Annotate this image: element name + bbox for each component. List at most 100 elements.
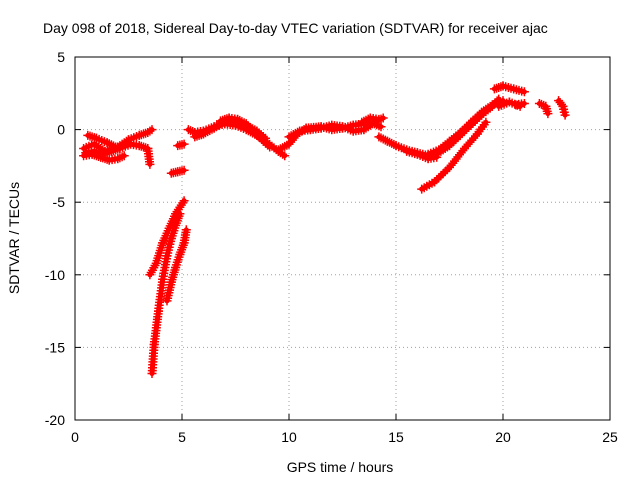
grid-layer: [75, 57, 610, 420]
data-point: [481, 117, 491, 127]
data-point: [115, 153, 125, 163]
data-point: [374, 114, 384, 124]
data-point: [382, 136, 392, 146]
data-point: [468, 115, 478, 125]
data-point: [361, 115, 371, 125]
data-series-6: [147, 209, 185, 378]
data-point: [147, 125, 157, 135]
data-point: [145, 159, 155, 169]
data-series-15: [357, 113, 384, 127]
data-point: [183, 125, 193, 135]
data-point: [119, 151, 129, 161]
data-point: [102, 138, 112, 148]
data-point: [113, 154, 123, 164]
data-point: [460, 123, 469, 133]
y-tick-label: -5: [53, 194, 66, 210]
x-tick-label: 5: [178, 429, 186, 445]
data-series-9: [173, 139, 189, 151]
y-tick-label: 5: [57, 49, 65, 65]
data-series-23: [534, 99, 553, 119]
data-point: [85, 131, 95, 141]
data-series-19: [423, 96, 508, 159]
data-point: [389, 140, 399, 149]
data-point: [457, 126, 467, 135]
data-point: [432, 175, 442, 185]
chart-title: Day 098 of 2018, Sidereal Day-to-day VTE…: [43, 20, 548, 36]
data-point: [261, 138, 270, 148]
data-point: [104, 139, 114, 149]
data-point: [100, 149, 110, 159]
data-layer: [79, 81, 570, 378]
data-point: [359, 116, 369, 126]
data-point: [265, 142, 275, 152]
data-series-7: [162, 225, 191, 306]
data-point: [387, 138, 397, 148]
y-tick-label: 0: [57, 122, 65, 138]
data-point: [111, 142, 121, 152]
data-point: [464, 119, 474, 129]
data-point: [436, 171, 446, 181]
data-point: [560, 110, 570, 120]
data-point: [190, 132, 200, 142]
data-point: [374, 132, 384, 142]
x-tick-label: 0: [71, 429, 79, 445]
data-series-8: [166, 165, 189, 178]
data-point: [178, 198, 188, 208]
data-series-12: [216, 113, 275, 152]
data-point: [106, 140, 116, 150]
data-point: [438, 169, 448, 179]
data-series-20: [489, 81, 529, 97]
data-point: [472, 111, 482, 121]
data-point: [440, 167, 450, 176]
data-point: [376, 122, 386, 132]
data-point: [218, 115, 228, 125]
data-point: [117, 152, 127, 162]
data-point: [280, 151, 290, 161]
data-point: [263, 140, 273, 150]
data-point: [534, 99, 544, 108]
data-point: [293, 127, 303, 137]
data-point: [94, 148, 103, 158]
y-tick-label: -20: [45, 412, 65, 428]
data-point: [434, 173, 444, 183]
axis-layer: 0 5 10 15 20 25 -20 -15 -10 -5 0 5: [45, 49, 618, 445]
data-point: [380, 135, 390, 145]
plot-frame: [74, 56, 611, 421]
data-point: [466, 117, 476, 127]
data-point: [235, 116, 245, 125]
x-tick-label: 10: [281, 429, 297, 445]
data-point: [181, 225, 191, 235]
data-point: [139, 142, 148, 152]
data-point: [543, 109, 553, 119]
data-point: [462, 121, 472, 131]
data-point: [519, 87, 529, 97]
x-tick-label: 15: [388, 429, 404, 445]
data-point: [537, 99, 546, 109]
y-tick-label: -10: [45, 267, 65, 283]
data-point: [557, 99, 566, 109]
data-series-4: [83, 130, 121, 152]
data-series-22: [511, 99, 529, 110]
data-point: [378, 134, 388, 144]
data-point: [258, 136, 268, 146]
y-tick-label: -15: [45, 339, 65, 355]
data-point: [519, 99, 529, 108]
data-point: [186, 126, 196, 136]
x-tick-label: 25: [602, 429, 618, 445]
data-point: [179, 196, 189, 206]
data-point: [442, 164, 452, 174]
data-point: [430, 177, 439, 187]
data-point: [237, 117, 247, 127]
data-point: [376, 133, 386, 143]
data-point: [179, 165, 189, 175]
data-point: [139, 129, 148, 139]
label-layer: Day 098 of 2018, Sidereal Day-to-day VTE…: [6, 20, 548, 475]
data-point: [485, 101, 495, 111]
data-point: [145, 126, 155, 136]
data-point: [385, 137, 395, 147]
data-series-18: [417, 117, 491, 194]
data-point: [179, 139, 189, 149]
data-series-24: [554, 96, 570, 120]
